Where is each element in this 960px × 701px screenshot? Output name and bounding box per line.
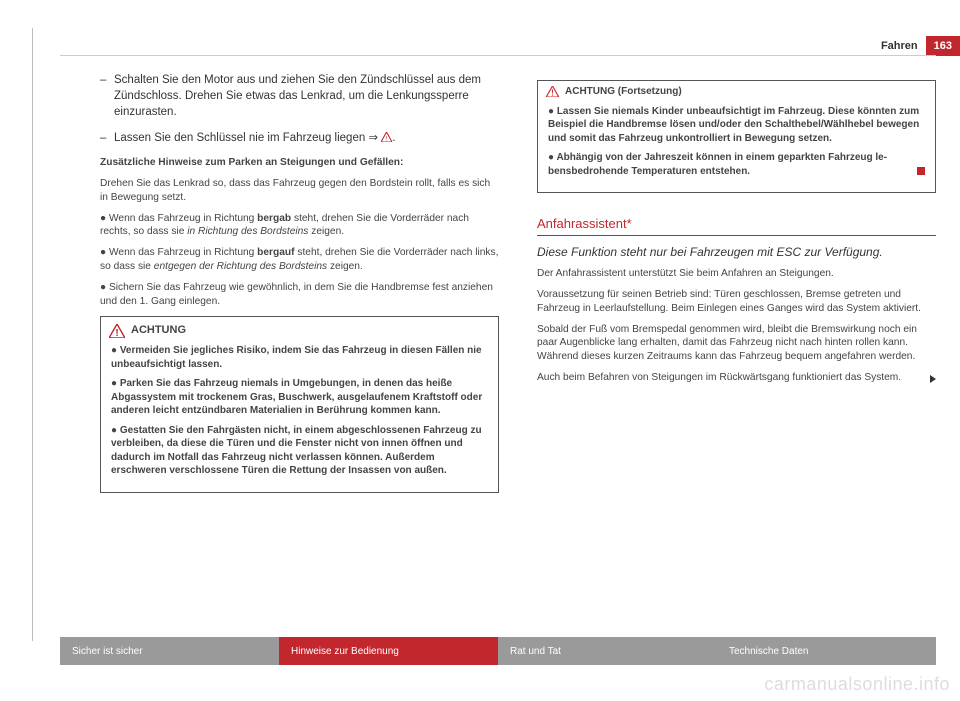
body-text: Drehen Sie das Lenkrad so, dass das Fahr…: [100, 177, 499, 205]
bullet-text: ● Wenn das Fahrzeug in Richtung bergab s…: [100, 212, 499, 240]
footer-tab: Technische Daten: [717, 637, 936, 665]
footer-tab: Rat und Tat: [498, 637, 717, 665]
page-number: 163: [926, 36, 960, 56]
warning-box: ! ACHTUNG ● Vermeiden Sie jegliches Risi…: [100, 316, 499, 492]
list-item: – Schalten Sie den Motor aus und ziehen …: [100, 72, 499, 120]
page-header: Fahren 163: [881, 36, 960, 56]
svg-text:!: !: [551, 89, 554, 98]
warning-text: ● Gestatten Sie den Fahrgästen nicht, in…: [111, 424, 488, 478]
bullet-text: ● Wenn das Fahrzeug in Richtung bergauf …: [100, 246, 499, 274]
warning-triangle-icon: !: [381, 132, 392, 142]
section-title: Anfahrassistent*: [537, 215, 936, 233]
section-lead: Diese Funktion steht nur bei Fahrzeugen …: [537, 244, 936, 261]
sub-heading: Zusätzliche Hinweise zum Parken an Steig…: [100, 156, 499, 170]
bullet-text: ● Sichern Sie das Fahrzeug wie gewöhnlic…: [100, 281, 499, 309]
footer-nav: Sicher ist sicher Hinweise zur Bedienung…: [60, 637, 936, 665]
footer-tab: Sicher ist sicher: [60, 637, 279, 665]
end-marker-icon: [917, 167, 925, 175]
body-text: Sobald der Fuß vom Bremspedal genommen w…: [537, 323, 936, 364]
dash-icon: –: [100, 72, 114, 120]
right-column: ! ACHTUNG (Fortsetzung) ● Lassen Sie nie…: [537, 72, 936, 601]
section-rule: [537, 235, 936, 236]
dash-icon: –: [100, 130, 114, 146]
margin-rule: [32, 28, 33, 641]
list-item: – Lassen Sie den Schlüssel nie im Fahrze…: [100, 130, 499, 146]
body-text: Voraussetzung für seinen Betrieb sind: T…: [537, 288, 936, 316]
body-text: Der Anfahrassistent unterstützt Sie beim…: [537, 267, 936, 281]
warning-triangle-icon: !: [546, 86, 559, 97]
section-name: Fahren: [881, 40, 918, 52]
svg-text:!: !: [386, 136, 388, 142]
list-text: Lassen Sie den Schlüssel nie im Fahrzeug…: [114, 130, 395, 146]
warning-body: ● Lassen Sie niemals Kinder unbeaufsicht…: [538, 103, 935, 193]
body-text: Auch beim Befahren von Steigungen im Rüc…: [537, 371, 936, 385]
warning-triangle-icon: !: [109, 324, 125, 338]
warning-header: ! ACHTUNG (Fortsetzung): [538, 81, 935, 103]
footer-tab-active: Hinweise zur Bedienung: [279, 637, 498, 665]
warning-title: ACHTUNG (Fortsetzung): [565, 85, 682, 99]
svg-text:!: !: [115, 328, 118, 338]
warning-text: ● Vermeiden Sie jegliches Risiko, indem …: [111, 344, 488, 371]
warning-body: ● Vermeiden Sie jegliches Risiko, indem …: [101, 342, 498, 492]
warning-box-continued: ! ACHTUNG (Fortsetzung) ● Lassen Sie nie…: [537, 80, 936, 193]
warning-text: ● Abhängig von der Jahreszeit können in …: [548, 151, 925, 178]
list-text: Schalten Sie den Motor aus und ziehen Si…: [114, 72, 499, 120]
warning-text: ● Lassen Sie niemals Kinder unbeaufsicht…: [548, 105, 925, 146]
content-area: – Schalten Sie den Motor aus und ziehen …: [100, 72, 936, 601]
watermark: carmanualsonline.info: [764, 674, 950, 695]
warning-text: ● Parken Sie das Fahrzeug niemals in Umg…: [111, 377, 488, 418]
continue-arrow-icon: [930, 375, 936, 383]
warning-title: ACHTUNG: [131, 323, 186, 338]
left-column: – Schalten Sie den Motor aus und ziehen …: [100, 72, 499, 601]
warning-header: ! ACHTUNG: [101, 317, 498, 342]
header-rule: [60, 55, 936, 56]
